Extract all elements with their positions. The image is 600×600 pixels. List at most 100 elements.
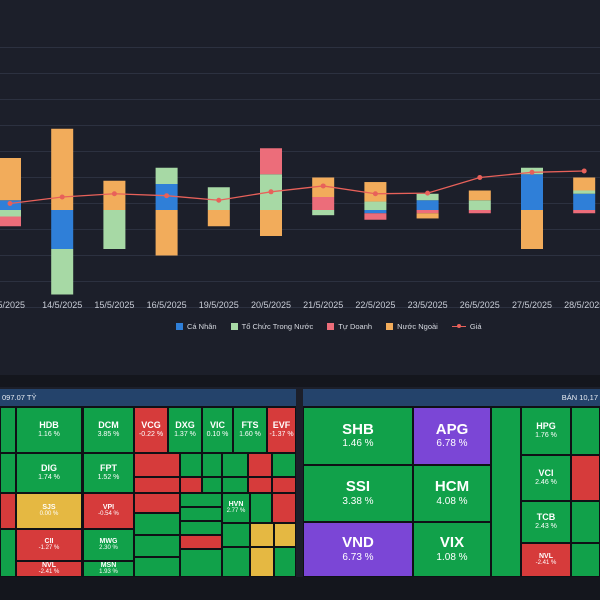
stock-tile-small[interactable]	[0, 529, 16, 577]
stock-tile-small[interactable]	[134, 453, 180, 477]
price-point[interactable]	[59, 194, 65, 200]
stock-tile-small[interactable]	[180, 477, 202, 493]
stock-tile-nvl[interactable]: NVL -2.41 %	[521, 543, 571, 577]
stock-tile-small[interactable]	[222, 547, 250, 577]
stock-tile-evf[interactable]: EVF -1.37 %	[267, 407, 296, 453]
bar-segment[interactable]	[0, 210, 21, 217]
stock-tile-small[interactable]	[180, 493, 222, 507]
price-point[interactable]	[320, 183, 326, 189]
price-point[interactable]	[372, 191, 378, 197]
stock-tile-ssi[interactable]: SSI 3.38 %	[303, 465, 413, 522]
stock-tile-vpi[interactable]: VPI -0.54 %	[83, 493, 134, 529]
stock-tile-hcm[interactable]: HCM 4.08 %	[413, 465, 491, 522]
stock-tile-vix[interactable]: VIX 1.08 %	[413, 522, 491, 577]
stock-tile-small[interactable]	[180, 549, 222, 577]
bar-segment[interactable]	[364, 213, 387, 220]
stock-tile-apg[interactable]: APG 6.78 %	[413, 407, 491, 465]
bar-segment[interactable]	[364, 201, 387, 210]
stock-tile-small[interactable]	[274, 523, 296, 547]
bar-segment[interactable]	[312, 197, 335, 210]
stock-tile-tcb[interactable]: TCB 2.43 %	[521, 501, 571, 543]
stock-tile-nvl[interactable]: NVL -2.41 %	[16, 561, 82, 577]
stock-tile-small[interactable]	[571, 455, 600, 501]
price-point[interactable]	[216, 197, 222, 203]
bar-segment[interactable]	[521, 210, 543, 249]
stock-tile-dcm[interactable]: DCM 3.85 %	[83, 407, 134, 453]
bar-segment[interactable]	[51, 249, 74, 295]
bar-segment[interactable]	[0, 216, 21, 227]
bar-segment[interactable]	[573, 177, 596, 191]
price-point[interactable]	[111, 191, 117, 197]
bar-segment[interactable]	[51, 210, 74, 249]
bar-segment[interactable]	[155, 167, 178, 184]
stock-tile-small[interactable]	[134, 493, 180, 513]
stock-tile-small[interactable]	[248, 453, 272, 477]
bar-segment[interactable]	[416, 193, 439, 201]
stock-tile-small[interactable]	[134, 557, 180, 577]
stock-tile-small[interactable]	[0, 453, 16, 493]
stock-tile-dxg[interactable]: DXG 1.37 %	[168, 407, 202, 453]
bar-segment[interactable]	[260, 148, 282, 175]
stock-tile-cii[interactable]: CII -1.27 %	[16, 529, 82, 561]
stock-tile-hvn[interactable]: HVN 2.77 %	[222, 493, 250, 523]
bar-segment[interactable]	[468, 200, 491, 210]
bar-segment[interactable]	[416, 210, 439, 214]
stock-tile-vic[interactable]: VIC 0.10 %	[202, 407, 233, 453]
legend-item-tu-doanh[interactable]: Tự Doanh	[327, 322, 372, 331]
price-point[interactable]	[7, 201, 13, 206]
stock-tile-sjs[interactable]: SJS 0.00 %	[16, 493, 82, 529]
stock-tile-small[interactable]	[491, 407, 521, 577]
stock-tile-mwg[interactable]: MWG 2.30 %	[83, 529, 134, 561]
bar-segment[interactable]	[468, 190, 491, 201]
stock-tile-vcg[interactable]: VCG -0.22 %	[134, 407, 168, 453]
stock-tile-small[interactable]	[571, 501, 600, 543]
price-point[interactable]	[425, 190, 431, 196]
stock-tile-small[interactable]	[248, 477, 272, 493]
stock-tile-small[interactable]	[250, 493, 272, 523]
legend-item-nuoc-ngoai[interactable]: Nước Ngoài	[386, 322, 438, 331]
stock-tile-small[interactable]	[250, 523, 274, 547]
stock-tile-small[interactable]	[222, 477, 248, 493]
stock-tile-small[interactable]	[134, 513, 180, 535]
stock-tile-shb[interactable]: SHB 1.46 %	[303, 407, 413, 465]
stock-tile-small[interactable]	[272, 453, 296, 477]
stock-tile-small[interactable]	[134, 535, 180, 557]
legend-item-ca-nhan[interactable]: Cá Nhân	[176, 322, 217, 331]
stock-tile-vnd[interactable]: VND 6.73 %	[303, 522, 413, 577]
bar-segment[interactable]	[207, 210, 230, 227]
stock-tile-hpg[interactable]: HPG 1.76 %	[521, 407, 571, 455]
stock-tile-small[interactable]	[222, 523, 250, 547]
legend-item-gia[interactable]: Giá	[451, 322, 482, 331]
stock-tile-small[interactable]	[274, 547, 296, 577]
stock-tile-small[interactable]	[180, 521, 222, 535]
stock-tile-small[interactable]	[571, 407, 600, 455]
price-point[interactable]	[268, 189, 274, 195]
stock-tile-hdb[interactable]: HDB 1.16 %	[16, 407, 82, 453]
legend-item-to-chuc[interactable]: Tổ Chức Trong Nước	[230, 322, 313, 331]
stock-tile-small[interactable]	[180, 535, 222, 549]
bar-segment[interactable]	[573, 193, 596, 210]
stock-tile-fts[interactable]: FTS 1.60 %	[233, 407, 267, 453]
stock-tile-small[interactable]	[222, 453, 248, 477]
stock-tile-msn[interactable]: MSN 1.93 %	[83, 561, 134, 577]
stock-tile-small[interactable]	[272, 493, 296, 523]
price-point[interactable]	[581, 168, 587, 174]
stock-tile-small[interactable]	[571, 543, 600, 577]
bar-segment[interactable]	[155, 210, 178, 256]
stock-tile-fpt[interactable]: FPT 1.52 %	[83, 453, 134, 493]
stock-tile-vci[interactable]: VCI 2.46 %	[521, 455, 571, 501]
stock-tile-dig[interactable]: DIG 1.74 %	[16, 453, 82, 493]
stock-tile-small[interactable]	[0, 493, 16, 529]
bar-segment[interactable]	[521, 174, 543, 210]
stock-tile-small[interactable]	[202, 477, 222, 493]
stock-tile-small[interactable]	[250, 547, 274, 577]
stock-tile-small[interactable]	[134, 477, 180, 493]
bar-segment[interactable]	[468, 210, 491, 214]
bar-segment[interactable]	[573, 210, 596, 214]
price-point[interactable]	[529, 169, 535, 175]
stock-tile-small[interactable]	[180, 507, 222, 521]
stock-tile-small[interactable]	[0, 407, 16, 453]
bar-segment[interactable]	[364, 210, 387, 214]
bar-segment[interactable]	[103, 210, 126, 249]
bar-segment[interactable]	[416, 200, 439, 210]
